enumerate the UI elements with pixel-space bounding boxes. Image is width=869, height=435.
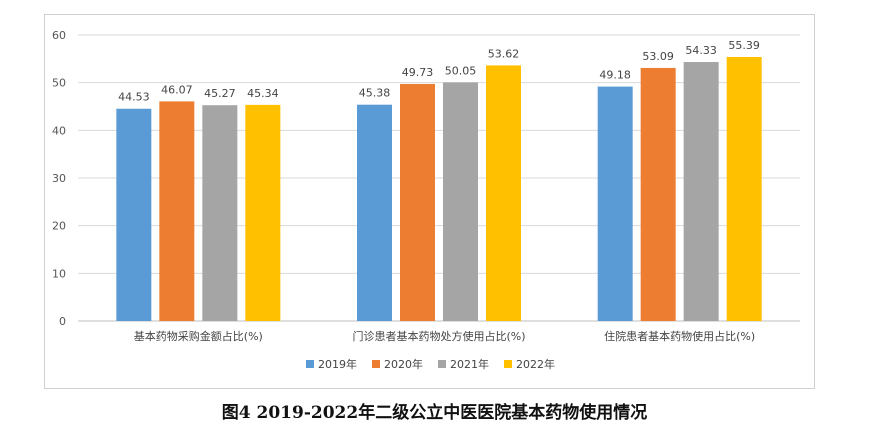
data-label: 54.33 — [685, 44, 717, 57]
data-label: 49.73 — [402, 66, 434, 79]
data-label: 45.38 — [359, 87, 391, 100]
x-category-label: 住院患者基本药物使用占比(%) — [604, 329, 755, 343]
y-tick-label: 30 — [52, 172, 66, 185]
y-tick-label: 40 — [52, 124, 66, 137]
data-label: 55.39 — [728, 39, 760, 52]
bar — [202, 105, 238, 321]
bar — [726, 56, 762, 321]
legend-label: 2020年 — [384, 357, 423, 371]
bar — [116, 108, 152, 322]
data-label: 45.27 — [204, 87, 236, 100]
y-tick-label: 60 — [52, 29, 66, 42]
data-label: 44.53 — [118, 91, 150, 104]
bar — [683, 62, 719, 321]
data-label: 46.07 — [161, 83, 193, 96]
legend-swatch — [372, 360, 380, 368]
data-label: 50.05 — [445, 64, 477, 77]
data-label: 45.34 — [247, 87, 279, 100]
x-category-label: 基本药物采购金额占比(%) — [134, 329, 263, 343]
legend-label: 2019年 — [318, 357, 357, 371]
bar — [597, 86, 633, 321]
bar — [357, 104, 392, 322]
bar — [400, 83, 435, 321]
data-label: 53.09 — [642, 50, 674, 63]
legend-swatch — [504, 360, 512, 368]
bar — [640, 67, 676, 321]
bar-chart: 0 10 20 30 40 50 60 44.53 46.07 45.27 45.34 45.38 4… — [52, 29, 800, 371]
y-tick-label: 50 — [52, 77, 66, 90]
bar — [245, 104, 281, 321]
y-tick-label: 10 — [52, 267, 66, 280]
y-tick-label: 20 — [52, 220, 66, 233]
bar — [443, 82, 478, 321]
data-label: 49.18 — [599, 69, 631, 82]
data-label: 53.62 — [488, 47, 520, 60]
bar — [486, 65, 521, 321]
legend-swatch — [306, 360, 314, 368]
legend-label: 2021年 — [450, 357, 489, 371]
legend-swatch — [438, 360, 446, 368]
bar — [159, 101, 195, 322]
x-category-label: 门诊患者基本药物处方使用占比(%) — [352, 329, 525, 343]
y-tick-label: 0 — [59, 315, 66, 328]
figure-caption: 图4 2019-2022年二级公立中医医院基本药物使用情况 — [221, 403, 648, 423]
legend-label: 2022年 — [516, 357, 555, 371]
